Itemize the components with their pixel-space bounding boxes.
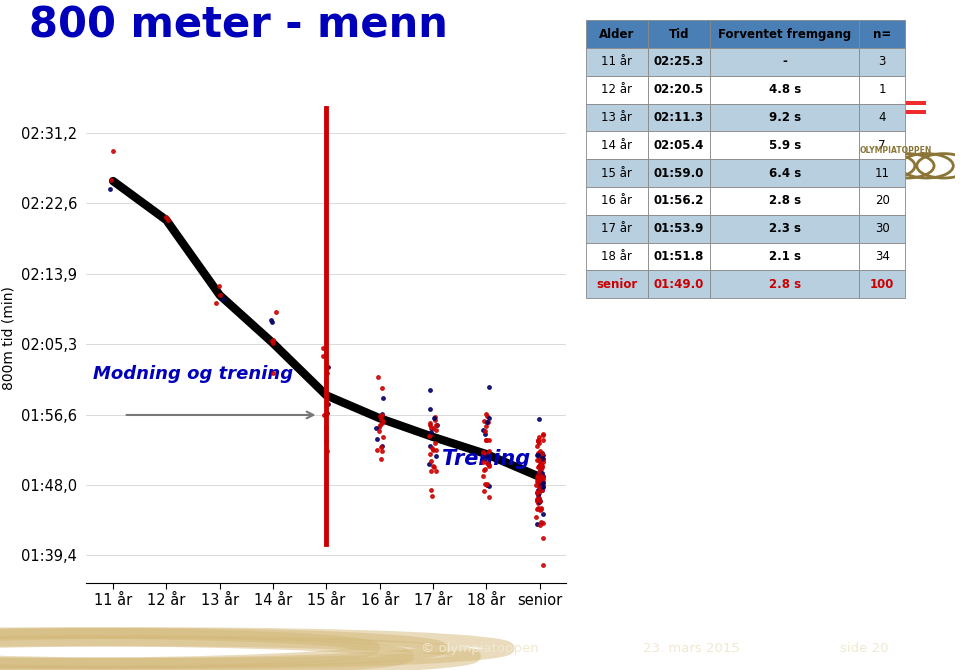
Text: 01:53.9: 01:53.9 bbox=[654, 222, 704, 235]
Text: 100: 100 bbox=[870, 278, 895, 291]
Text: 4.8 s: 4.8 s bbox=[769, 83, 801, 96]
Text: 02:11.3: 02:11.3 bbox=[654, 111, 704, 124]
Text: senior: senior bbox=[596, 278, 637, 291]
Text: 7: 7 bbox=[878, 139, 886, 151]
Text: 17 år: 17 år bbox=[601, 222, 633, 235]
Text: 11: 11 bbox=[875, 167, 890, 180]
Text: 800 meter - menn: 800 meter - menn bbox=[29, 5, 447, 47]
Text: 01:59.0: 01:59.0 bbox=[654, 167, 704, 180]
Text: 02:25.3: 02:25.3 bbox=[654, 56, 704, 68]
Text: 9.2 s: 9.2 s bbox=[769, 111, 801, 124]
Text: 02:05.4: 02:05.4 bbox=[654, 139, 704, 151]
Text: 11 år: 11 år bbox=[601, 56, 633, 68]
Text: Tid: Tid bbox=[668, 27, 689, 40]
Text: OLYMPIATOPPEN: OLYMPIATOPPEN bbox=[859, 146, 932, 155]
Text: 16 år: 16 år bbox=[601, 194, 633, 207]
Text: 2.8 s: 2.8 s bbox=[769, 278, 801, 291]
Text: 30: 30 bbox=[875, 222, 890, 235]
Text: 3: 3 bbox=[878, 56, 886, 68]
Text: 6.4 s: 6.4 s bbox=[769, 167, 801, 180]
Text: 18 år: 18 år bbox=[601, 250, 632, 263]
Text: 2.3 s: 2.3 s bbox=[769, 222, 801, 235]
Y-axis label: 800m tid (min): 800m tid (min) bbox=[2, 286, 15, 391]
Text: Modning og trening: Modning og trening bbox=[93, 365, 293, 383]
Text: 13 år: 13 år bbox=[601, 111, 632, 124]
Text: 5.9 s: 5.9 s bbox=[769, 139, 801, 151]
Bar bbox=[887, 74, 891, 141]
Text: 4: 4 bbox=[878, 111, 886, 124]
Text: n=: n= bbox=[873, 27, 891, 40]
Text: 1: 1 bbox=[878, 83, 886, 96]
Text: -: - bbox=[782, 56, 787, 68]
Text: 2.1 s: 2.1 s bbox=[769, 250, 801, 263]
Text: side 20: side 20 bbox=[840, 642, 888, 655]
Text: 01:49.0: 01:49.0 bbox=[654, 278, 704, 291]
Text: © olympiatoppen: © olympiatoppen bbox=[421, 642, 539, 655]
Text: 01:56.2: 01:56.2 bbox=[654, 194, 704, 207]
Text: Alder: Alder bbox=[599, 27, 635, 40]
Text: Forventet fremgang: Forventet fremgang bbox=[718, 27, 852, 40]
Text: 23. mars 2015: 23. mars 2015 bbox=[643, 642, 739, 655]
Bar bbox=[884, 74, 894, 141]
Text: Trening: Trening bbox=[443, 449, 531, 469]
Text: 2.8 s: 2.8 s bbox=[769, 194, 801, 207]
Text: 34: 34 bbox=[875, 250, 890, 263]
Text: 02:20.5: 02:20.5 bbox=[654, 83, 704, 96]
Bar bbox=[864, 100, 926, 114]
Text: 01:51.8: 01:51.8 bbox=[654, 250, 704, 263]
Bar bbox=[864, 105, 926, 110]
Text: 20: 20 bbox=[875, 194, 890, 207]
Text: 15 år: 15 år bbox=[601, 167, 632, 180]
Text: 14 år: 14 år bbox=[601, 139, 633, 151]
Text: 12 år: 12 år bbox=[601, 83, 633, 96]
